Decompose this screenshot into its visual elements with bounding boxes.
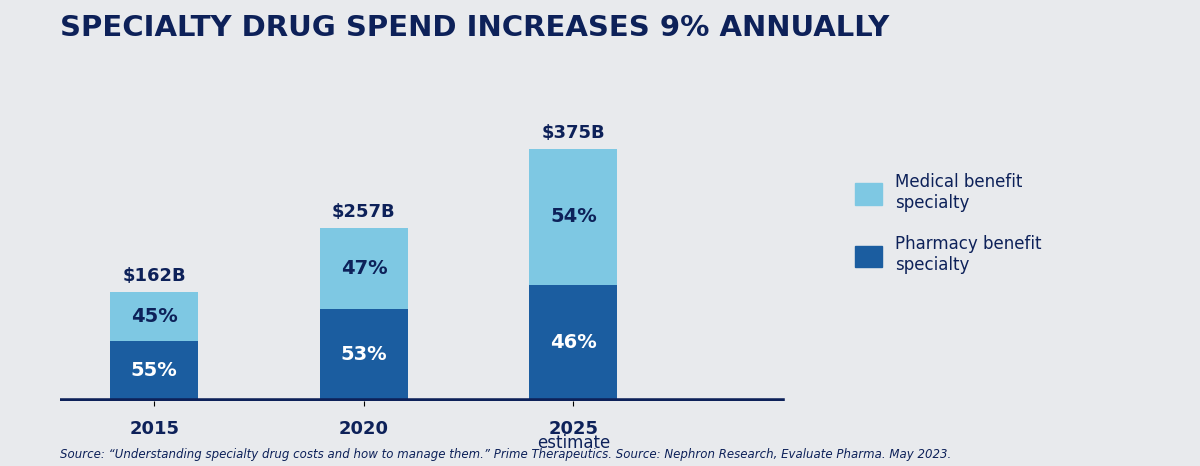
- Text: 45%: 45%: [131, 307, 178, 326]
- Text: 47%: 47%: [341, 259, 388, 278]
- Text: $375B: $375B: [541, 124, 605, 142]
- Text: 2020: 2020: [338, 419, 389, 438]
- Bar: [529, 149, 618, 285]
- Bar: [110, 292, 198, 341]
- Bar: [110, 341, 198, 401]
- Bar: [320, 228, 408, 309]
- Text: Source: “Understanding specialty drug costs and how to manage them.” Prime Thera: Source: “Understanding specialty drug co…: [60, 448, 952, 461]
- Text: 54%: 54%: [550, 207, 596, 226]
- Text: $257B: $257B: [332, 203, 396, 221]
- Bar: [320, 309, 408, 401]
- Text: estimate: estimate: [536, 434, 610, 452]
- Text: 55%: 55%: [131, 361, 178, 380]
- Text: SPECIALTY DRUG SPEND INCREASES 9% ANNUALLY: SPECIALTY DRUG SPEND INCREASES 9% ANNUAL…: [60, 14, 889, 42]
- Text: 53%: 53%: [341, 345, 388, 364]
- Text: 2015: 2015: [130, 419, 179, 438]
- Text: 46%: 46%: [550, 333, 596, 352]
- Text: $162B: $162B: [122, 267, 186, 285]
- Text: 2025: 2025: [548, 419, 599, 438]
- Legend: Medical benefit
specialty, Pharmacy benefit
specialty: Medical benefit specialty, Pharmacy bene…: [848, 166, 1048, 281]
- Bar: [529, 285, 618, 401]
